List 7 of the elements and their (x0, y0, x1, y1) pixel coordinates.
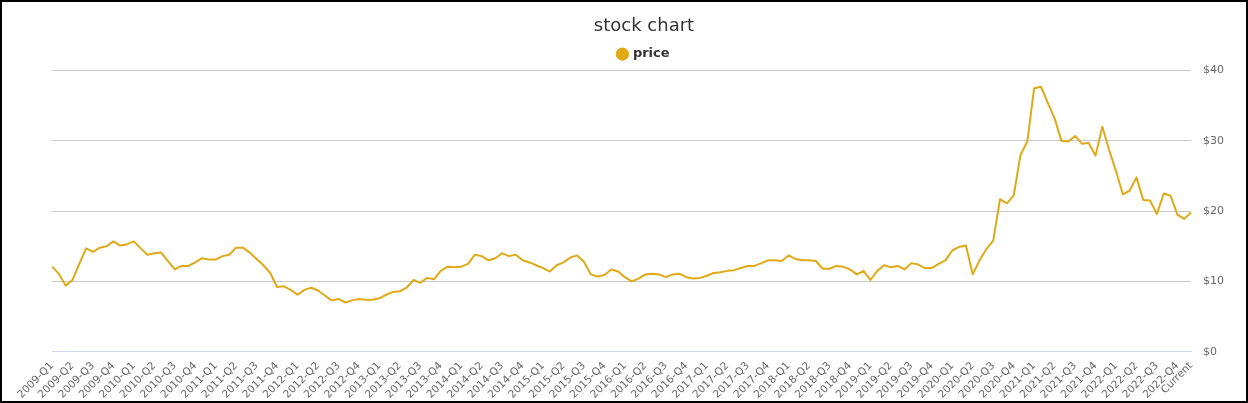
y-tick-label: $30 (1203, 133, 1224, 147)
y-tick-label: $40 (1203, 63, 1224, 77)
chart-title: stock chart (593, 14, 695, 36)
y-tick-label: $10 (1203, 274, 1224, 288)
y-tick-label: $20 (1203, 204, 1224, 217)
y-tick-label: $0 (1203, 344, 1217, 358)
legend-label: price (632, 45, 670, 61)
